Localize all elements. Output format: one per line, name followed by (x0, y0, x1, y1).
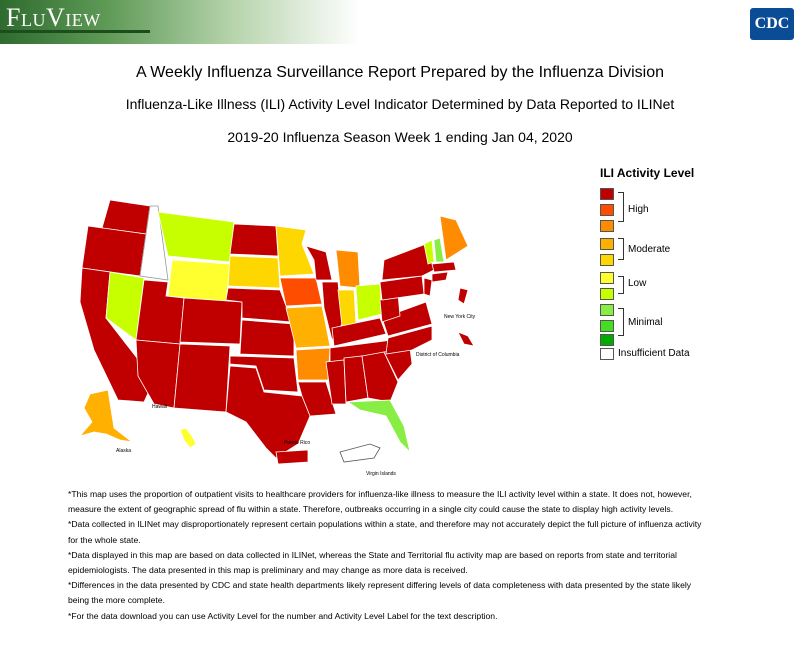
state-idaho[interactable] (139, 205, 169, 281)
footnote: *Data collected in ILINet may disproport… (68, 519, 702, 545)
state-colorado[interactable] (179, 297, 243, 345)
legend-label-low: Low (628, 278, 647, 289)
map-label-alaska: Alaska (116, 448, 131, 454)
state-north-carolina[interactable] (385, 325, 433, 355)
map-label-dc: District of Columbia (416, 352, 460, 358)
state-oregon[interactable] (81, 225, 147, 277)
legend-swatch-9 (600, 320, 614, 332)
footnote: *For the data download you can use Activ… (68, 610, 498, 621)
state-north-dakota[interactable] (229, 223, 279, 257)
fluview-logo[interactable]: FluView (6, 3, 101, 32)
state-ohio[interactable] (355, 283, 383, 321)
legend-swatch-8 (600, 304, 614, 316)
state-hawaii[interactable] (179, 427, 197, 449)
legend-title: ILI Activity Level (600, 166, 695, 180)
state-rhode-island[interactable] (457, 287, 469, 305)
map-legend: ILI Activity Level High Moderate Low Min… (598, 166, 798, 366)
footnote: *Differences in the data presented by CD… (68, 580, 692, 606)
legend-bracket-moderate (618, 238, 624, 260)
legend-swatch-4 (600, 238, 614, 250)
state-alaska[interactable] (78, 389, 133, 443)
state-iowa[interactable] (279, 277, 323, 307)
state-michigan[interactable] (335, 249, 361, 289)
map-label-virgin-islands: Virgin Islands (366, 471, 396, 477)
state-missouri[interactable] (285, 305, 331, 349)
legend-swatch-2 (600, 204, 614, 216)
state-connecticut[interactable] (431, 271, 449, 283)
territory-virgin-islands[interactable] (339, 443, 381, 463)
state-new-jersey[interactable] (423, 277, 433, 297)
header-banner: FluView CDC (0, 0, 800, 44)
territory-puerto-rico[interactable] (275, 449, 309, 465)
footnotes: *This map uses the proportion of outpati… (68, 487, 708, 624)
state-nebraska[interactable] (225, 287, 293, 323)
cdc-logo[interactable]: CDC (750, 8, 794, 40)
legend-label-minimal: Minimal (628, 317, 663, 328)
map-label-puerto-rico: Puerto Rico (284, 440, 310, 446)
footnote: *Data displayed in this map are based on… (68, 549, 677, 576)
report-title: A Weekly Influenza Surveillance Report P… (136, 64, 664, 81)
legend-swatch-5 (600, 254, 614, 266)
state-virginia[interactable] (381, 301, 433, 337)
state-vermont[interactable] (423, 239, 435, 265)
legend-swatch-insufficient (600, 348, 614, 360)
state-new-hampshire[interactable] (433, 237, 445, 263)
state-arkansas[interactable] (295, 347, 331, 381)
state-montana[interactable] (157, 211, 235, 263)
map-label-hawaii: Hawaii (152, 404, 167, 410)
state-south-dakota[interactable] (227, 255, 281, 289)
state-minnesota[interactable] (275, 225, 315, 277)
state-maine[interactable] (439, 215, 469, 261)
legend-label-moderate: Moderate (628, 244, 671, 255)
state-florida[interactable] (346, 399, 411, 454)
state-texas[interactable] (225, 365, 311, 459)
legend-bracket-minimal (618, 308, 624, 336)
state-kansas[interactable] (239, 319, 295, 357)
state-delaware-maryland[interactable] (457, 331, 475, 347)
legend-swatch-1 (600, 188, 614, 200)
legend-swatch-3 (600, 220, 614, 232)
legend-bracket-low (618, 276, 624, 294)
banner-underline (0, 30, 150, 33)
legend-swatch-6 (600, 272, 614, 284)
legend-swatch-7 (600, 288, 614, 300)
state-georgia[interactable] (361, 351, 399, 403)
legend-label-insufficient: Insufficient Data (618, 348, 690, 359)
footnote: *This map uses the proportion of outpati… (68, 489, 692, 515)
state-louisiana[interactable] (297, 381, 337, 417)
state-kentucky[interactable] (331, 317, 387, 347)
map-label-nyc: New York City (444, 314, 476, 320)
report-subtitle: Influenza-Like Illness (ILI) Activity Le… (125, 96, 675, 112)
legend-swatch-10 (600, 334, 614, 346)
state-arizona[interactable] (135, 339, 181, 409)
season-week-title: 2019-20 Influenza Season Week 1 ending J… (227, 129, 573, 145)
state-wisconsin[interactable] (305, 245, 333, 281)
state-massachusetts[interactable] (431, 261, 457, 273)
ili-activity-map: Alaska Hawaii Puerto Rico Virgin Islands… (78, 199, 476, 477)
state-new-mexico[interactable] (173, 343, 231, 413)
state-new-york[interactable] (381, 243, 435, 281)
state-oklahoma[interactable] (229, 355, 299, 393)
banner-background (0, 0, 360, 44)
state-mississippi[interactable] (325, 359, 347, 405)
state-wyoming[interactable] (167, 259, 231, 303)
legend-bracket-high (618, 192, 624, 222)
legend-label-high: High (628, 204, 649, 215)
